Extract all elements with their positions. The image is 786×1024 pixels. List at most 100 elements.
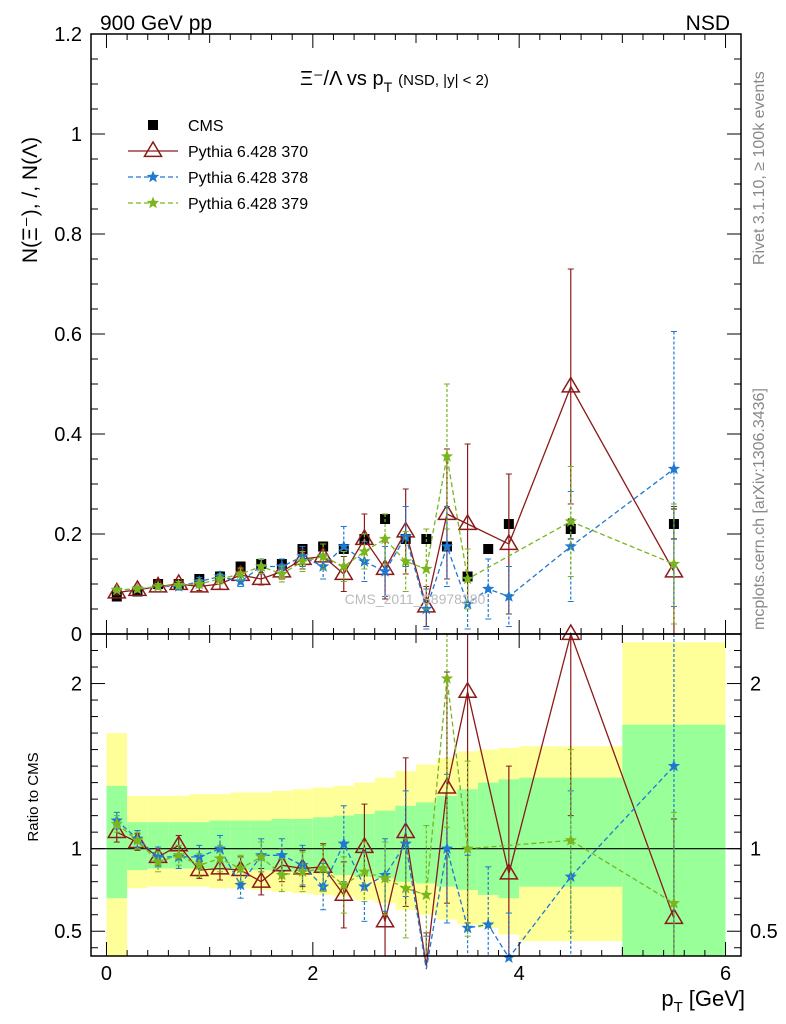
bottom-y-tick-label-left: 1 xyxy=(71,839,82,861)
top-y-tick-label: 0.2 xyxy=(54,524,82,546)
top-point xyxy=(378,565,392,577)
axis-labels: 0 2 4 6 0 0.2 0.4 0.6 0.8 1 1.2 0.5 0.5 1 1 2 2 xyxy=(54,24,778,985)
bottom-point xyxy=(275,848,289,861)
header-left: 900 GeV pp xyxy=(100,12,212,35)
top-point xyxy=(189,576,210,593)
legend-label: CMS xyxy=(188,118,224,135)
axis-ticks xyxy=(91,33,741,956)
top-point xyxy=(251,568,272,586)
legend: CMS Pythia 6.428 370 Pythia 6.428 378 Pythi… xyxy=(128,118,308,213)
top-point xyxy=(399,530,412,542)
bottom-point xyxy=(564,833,577,846)
top-point xyxy=(461,572,474,585)
bottom-point xyxy=(151,855,165,868)
top-y-tick-label: 1.2 xyxy=(54,24,82,46)
top-point xyxy=(378,532,392,545)
top-point xyxy=(498,533,519,551)
legend-item: Pythia 6.428 379 xyxy=(128,196,308,213)
top-point xyxy=(440,450,454,462)
top-ylabel: N(Ξ⁻), /, N(Λ) xyxy=(19,137,42,263)
bottom-point xyxy=(110,817,123,830)
top-point xyxy=(483,544,494,554)
bottom-point xyxy=(667,896,681,909)
top-point xyxy=(151,580,165,592)
top-point xyxy=(482,582,495,595)
legend-marker xyxy=(146,196,160,209)
x-tick-label: 6 xyxy=(720,963,731,985)
xlabel: pT [GeV] xyxy=(661,986,745,1016)
bottom-point xyxy=(667,759,681,772)
top-point xyxy=(172,578,185,591)
top-y-tick-label: 0.4 xyxy=(54,424,82,446)
legend-item: CMS xyxy=(148,118,224,135)
bottom-point xyxy=(333,884,354,902)
bottom-point xyxy=(482,918,495,930)
top-point xyxy=(234,567,247,580)
top-point xyxy=(564,515,577,527)
bottom-point xyxy=(457,681,478,698)
legend-marker xyxy=(146,170,160,183)
top-point xyxy=(502,590,515,602)
bottom-y-tick-label-right: 2 xyxy=(750,674,761,696)
top-series-line xyxy=(116,384,675,607)
bottom-point xyxy=(437,777,457,794)
bottom-point xyxy=(106,821,127,839)
top-point xyxy=(296,555,309,567)
bottom-series-pythia-6.428-379 xyxy=(110,634,681,956)
bottom-ylabel: Ratio to CMS xyxy=(25,752,42,841)
legend-marker xyxy=(148,120,158,130)
bottom-point xyxy=(317,862,330,874)
top-point xyxy=(564,540,577,552)
top-point xyxy=(110,583,123,596)
bottom-point xyxy=(234,878,247,891)
top-series-line xyxy=(116,456,675,591)
side-text-top: Rivet 3.1.10, ≥ 100k events xyxy=(751,71,768,265)
top-point xyxy=(213,572,227,585)
top-point xyxy=(337,560,350,572)
ratio-band-green xyxy=(477,782,499,895)
bottom-point xyxy=(255,850,268,863)
top-y-tick-label: 0.6 xyxy=(54,324,82,346)
bottom-point xyxy=(440,842,454,854)
top-point xyxy=(131,582,144,595)
bottom-point xyxy=(461,842,474,854)
top-point xyxy=(275,567,289,580)
bottom-point xyxy=(251,871,272,888)
xlabel-unit: [GeV] xyxy=(689,986,745,1011)
legend-item: Pythia 6.428 378 xyxy=(128,170,308,187)
bottom-point xyxy=(358,880,371,892)
top-y-tick-label: 1 xyxy=(71,124,82,146)
xlabel-main: p xyxy=(661,986,673,1011)
x-tick-label: 4 xyxy=(514,963,525,985)
bottom-point xyxy=(172,848,185,861)
top-point xyxy=(420,602,433,615)
bottom-point xyxy=(296,865,309,877)
top-point xyxy=(317,550,330,562)
legend-label: Pythia 6.428 378 xyxy=(188,170,308,187)
watermark: CMS_2011_S8978280 xyxy=(345,591,486,607)
top-point xyxy=(255,560,268,572)
top-point xyxy=(193,577,206,590)
bottom-point xyxy=(213,852,227,864)
bottom-point xyxy=(210,858,230,875)
legend-marker xyxy=(143,140,163,158)
plot-title-sub: T xyxy=(384,79,393,95)
top-point xyxy=(234,575,247,587)
plot-title-extra: (NSD, |y| < 2) xyxy=(398,72,489,89)
top-point xyxy=(560,376,581,393)
bottom-point xyxy=(131,833,144,846)
top-y-tick-label: 0 xyxy=(71,624,82,646)
bottom-y-tick-label-right: 1 xyxy=(750,839,761,861)
top-point xyxy=(337,540,350,552)
top-point xyxy=(399,555,412,567)
ratio-band-green xyxy=(230,820,251,871)
bottom-point xyxy=(440,672,454,684)
bottom-point xyxy=(337,878,350,891)
bottom-point xyxy=(337,837,350,849)
bottom-y-tick-label-left: 2 xyxy=(71,674,82,696)
bottom-point xyxy=(358,865,371,877)
data-marks xyxy=(106,268,684,970)
top-y-tick-label: 0.8 xyxy=(54,224,82,246)
bottom-point xyxy=(498,862,519,880)
side-text-bottom: mcplots.cern.ch [arXiv:1306.3436] xyxy=(751,388,768,630)
